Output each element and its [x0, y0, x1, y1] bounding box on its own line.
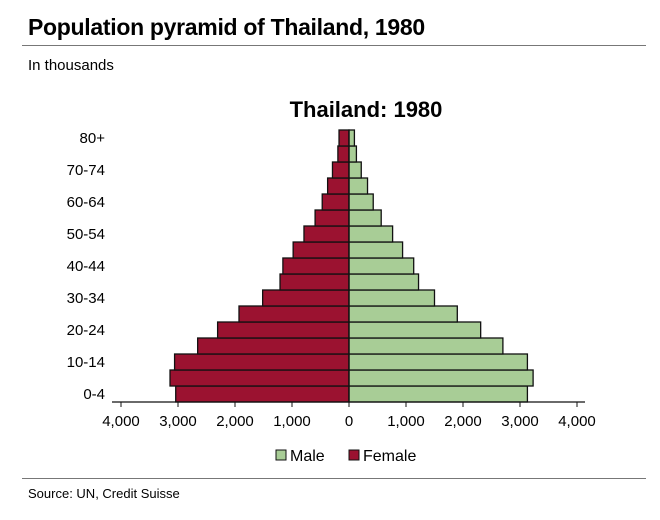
- x-tick-label: 2,000: [444, 413, 482, 430]
- legend-label-male: Male: [290, 448, 325, 465]
- bar-male-45-49: [348, 241, 404, 259]
- bar-male-50-54: [348, 225, 394, 243]
- x-tick-label: 0: [345, 413, 353, 430]
- bar-female-50-54: [303, 225, 350, 243]
- bar-male-15-19: [348, 337, 504, 355]
- bar-male-80+: [348, 129, 356, 147]
- bar-female-60-64: [321, 193, 350, 211]
- bar-male-55-59: [348, 209, 382, 227]
- bar-female-40-44: [282, 257, 350, 275]
- bar-male-65-69: [348, 177, 369, 195]
- bar-female-15-19: [197, 337, 350, 355]
- x-tick-label: 4,000: [558, 413, 596, 430]
- y-tick-label: 30-34: [67, 290, 105, 307]
- x-tick-label: 1,000: [387, 413, 425, 430]
- y-tick-label: 40-44: [67, 258, 105, 275]
- bar-female-80+: [338, 129, 350, 147]
- x-tick-label: 1,000: [273, 413, 311, 430]
- legend-label-female: Female: [363, 448, 416, 465]
- bar-male-75-79: [348, 145, 358, 163]
- x-tick-label: 3,000: [501, 413, 539, 430]
- bar-female-0-4: [175, 385, 350, 403]
- legend-swatch-female: [348, 449, 360, 461]
- bar-male-5-9: [348, 369, 534, 387]
- bar-male-40-44: [348, 257, 415, 275]
- bar-female-55-59: [314, 209, 350, 227]
- title-divider: [22, 45, 646, 46]
- bar-male-70-74: [348, 161, 362, 179]
- bar-male-20-24: [348, 321, 482, 339]
- bar-female-20-24: [216, 321, 350, 339]
- bar-male-10-14: [348, 353, 529, 371]
- y-tick-label: 0-4: [83, 386, 105, 403]
- y-tick-label: 70-74: [67, 162, 105, 179]
- y-tick-label: 20-24: [67, 322, 105, 339]
- bar-male-35-39: [348, 273, 420, 291]
- bar-male-60-64: [348, 193, 374, 211]
- x-tick-label: 4,000: [102, 413, 140, 430]
- chart-title: Thailand: 1980: [290, 97, 443, 122]
- bar-female-70-74: [331, 161, 350, 179]
- bar-male-30-34: [348, 289, 436, 307]
- bar-male-25-29: [348, 305, 458, 323]
- subtitle: In thousands: [28, 57, 114, 74]
- y-tick-label: 10-14: [67, 354, 105, 371]
- footer-divider: [22, 478, 646, 479]
- bar-male-0-4: [348, 385, 529, 403]
- bar-female-35-39: [279, 273, 350, 291]
- y-tick-label: 80+: [80, 130, 106, 147]
- bar-female-5-9: [169, 369, 350, 387]
- bar-female-10-14: [173, 353, 350, 371]
- y-tick-label: 60-64: [67, 194, 105, 211]
- x-tick-label: 3,000: [159, 413, 197, 430]
- bar-female-30-34: [261, 289, 350, 307]
- source-note: Source: UN, Credit Suisse: [28, 486, 180, 501]
- bar-female-25-29: [238, 305, 350, 323]
- y-tick-label: 50-54: [67, 226, 105, 243]
- bar-female-45-49: [292, 241, 350, 259]
- x-tick-label: 2,000: [216, 413, 254, 430]
- bar-female-65-69: [326, 177, 350, 195]
- legend-swatch-male: [275, 449, 287, 461]
- page-title: Population pyramid of Thailand, 1980: [28, 14, 425, 40]
- bar-female-75-79: [337, 145, 350, 163]
